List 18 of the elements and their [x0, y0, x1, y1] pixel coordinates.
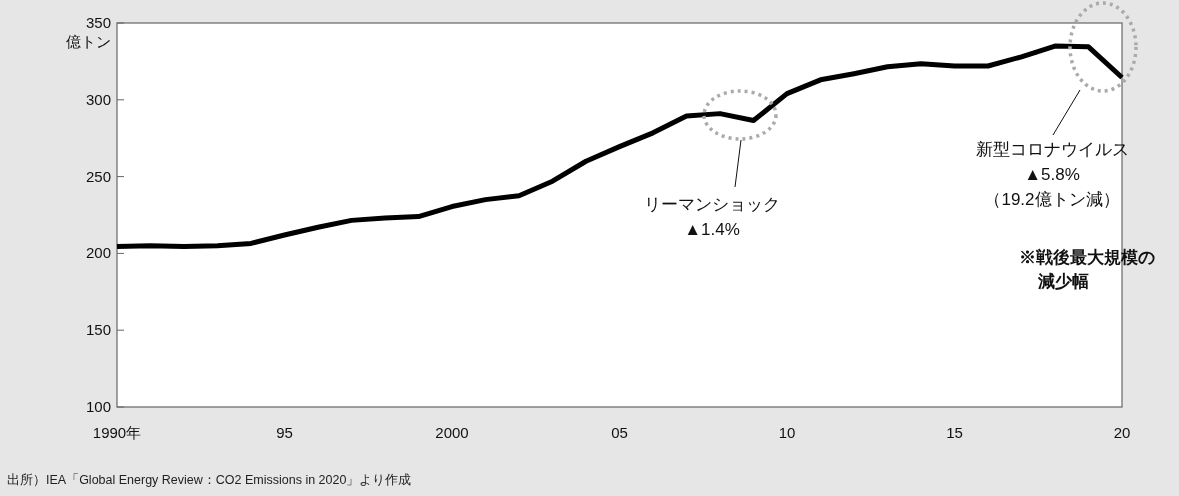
x-tick-label: 15	[946, 424, 963, 441]
y-tick-label: 350	[85, 14, 111, 31]
y-tick-label: 150	[85, 321, 111, 339]
annotation: リーマンショック ▲1.4%	[644, 195, 780, 239]
x-tick-label: 10	[778, 424, 796, 441]
text: 出所）IEA「Global Energy Review：CO2 Emissions in 2020」より作成	[7, 473, 412, 487]
y-tick-label: 100	[85, 398, 111, 415]
annotation: ※戦後最大規模の減少幅	[1019, 248, 1155, 291]
annotation: 新型コロナウイルス ▲5.8% （19.2億トン減）	[975, 140, 1129, 209]
y-tick-label: 200	[85, 244, 111, 262]
x-tick-label: 20	[1113, 424, 1131, 441]
y-axis-title: 億トン	[66, 33, 111, 50]
x-tick-label: 95	[276, 424, 293, 441]
x-tick-label: 05	[611, 424, 628, 441]
y-tick-label: 250	[85, 167, 111, 185]
x-tick-label: 2000	[435, 424, 469, 441]
x-tick-label: 1990年	[92, 424, 142, 441]
y-tick-label: 300	[85, 90, 111, 108]
